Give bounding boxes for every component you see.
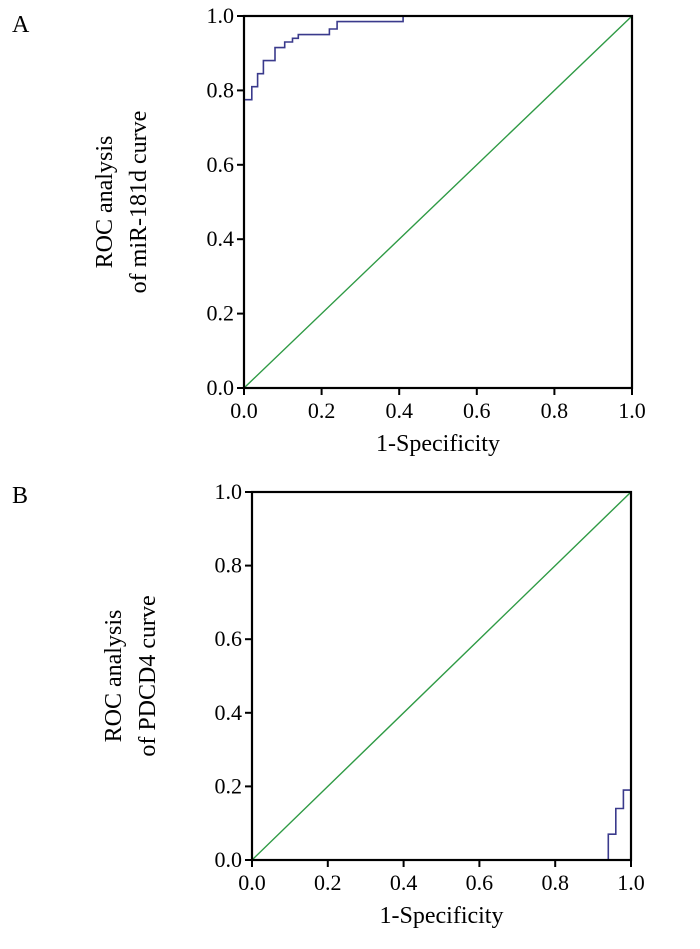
x-tick-label: 1.0 [618,398,646,423]
reference-diagonal-line [243,15,633,389]
x-tick-label: 0.2 [308,398,336,423]
roc-panel-a: A 0.0 0.2 0.4 0.6 0.8 1.0 0.0 0.2 0.4 0.6 0.8 1.0 1-… [0,0,700,474]
y-tick-label: 0.8 [215,553,243,578]
x-axis-label: 1-Specificity [376,431,500,457]
y-tick-label: 0.0 [207,375,235,400]
roc-panel-b: B 0.0 0.2 0.4 0.6 0.8 1.0 0.0 0.2 0.4 0.6 0.8 1.0 1-… [0,475,700,949]
y-tick-label: 0.6 [207,152,235,177]
y-tick-label: 0.6 [215,626,243,651]
plot-frame [242,14,634,390]
x-tick-label: 1.0 [617,870,645,895]
x-tick-label: 0.8 [541,870,569,895]
roc-chart-b: 0.0 0.2 0.4 0.6 0.8 1.0 0.0 0.2 0.4 0.6 0.8 1.0 1-Sp… [101,479,645,929]
x-tick-label: 0.2 [314,870,342,895]
x-tick-label: 0.0 [230,398,258,423]
x-axis-label: 1-Specificity [380,903,504,929]
y-tick-label: 0.2 [207,301,235,326]
x-tick-label: 0.8 [541,398,569,423]
y-tick-label: 0.0 [215,847,243,872]
panel-label-a: A [12,12,30,38]
y-axis-label-line: of PDCD4 curve [135,595,161,756]
roc-chart-a: 0.0 0.2 0.4 0.6 0.8 1.0 0.0 0.2 0.4 0.6 0.8 1.0 1-Sp… [92,3,646,457]
y-axis-label-line: ROC analysis [101,610,127,743]
x-tick-label: 0.4 [390,870,418,895]
panel-label-b: B [12,483,29,509]
y-axis-label-line: ROC analysis [92,136,118,269]
x-tick-label: 0.6 [466,870,494,895]
roc-curve-line [607,492,632,860]
y-tick-label: 0.4 [215,700,243,725]
x-tick-label: 0.0 [238,870,266,895]
y-tick-label: 0.8 [207,77,235,102]
y-tick-label: 1.0 [207,3,235,28]
y-tick-label: 0.4 [207,226,235,251]
y-tick-label: 0.2 [215,773,243,798]
x-tick-label: 0.4 [385,398,413,423]
y-tick-label: 1.0 [215,479,243,504]
roc-curve-line [243,15,632,388]
x-tick-label: 0.6 [463,398,491,423]
plot-frame [250,490,633,862]
y-axis-label-line: of miR-181d curve [126,111,152,294]
reference-diagonal-line [251,491,632,861]
